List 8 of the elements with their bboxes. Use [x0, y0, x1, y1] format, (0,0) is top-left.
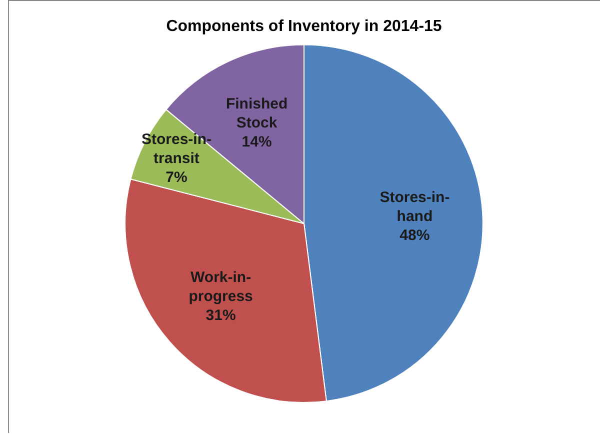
data-label: 14%	[242, 133, 272, 150]
slice-label: Stores-in-hand	[380, 188, 450, 225]
slice-label: Finished Stock	[226, 95, 288, 132]
slice-label: Work-in-progress	[188, 269, 253, 306]
data-label: 48%	[400, 226, 430, 244]
chart-title: Components of Inventory in 2014-15	[166, 18, 442, 36]
data-label: 7%	[166, 168, 188, 186]
data-label: 31%	[206, 307, 236, 324]
